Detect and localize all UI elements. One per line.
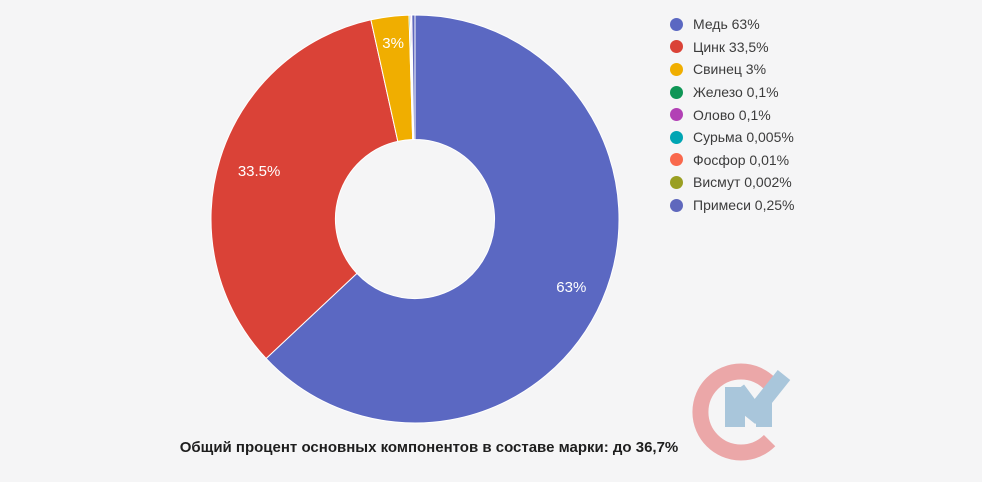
legend-label: Фосфор 0,01% xyxy=(693,151,790,168)
legend-item-bismuth[interactable]: Висмут 0,002% xyxy=(670,171,795,194)
legend-label: Железо 0,1% xyxy=(693,84,779,101)
slice-label: 3% xyxy=(382,35,404,52)
legend-label: Свинец 3% xyxy=(693,61,767,78)
legend-color-dot xyxy=(670,108,683,122)
legend-item-iron[interactable]: Железо 0,1% xyxy=(670,81,795,104)
chart-legend: Медь 63% Цинк 33,5% Свинец 3% Железо 0,1% Ол… xyxy=(670,13,795,216)
pie-slice-impurities[interactable] xyxy=(411,14,416,140)
legend-label: Примеси 0,25% xyxy=(693,197,795,214)
legend-item-tin[interactable]: Олово 0,1% xyxy=(670,103,795,126)
legend-color-dot xyxy=(670,62,683,76)
logo-letter-m-check xyxy=(725,370,791,427)
legend-color-dot xyxy=(670,85,683,99)
legend-label: Цинк 33,5% xyxy=(693,38,769,55)
legend-label: Висмут 0,002% xyxy=(693,174,792,191)
legend-color-dot xyxy=(670,40,683,54)
legend-color-dot xyxy=(670,17,683,31)
legend-label: Медь 63% xyxy=(693,16,760,33)
legend-item-antimony[interactable]: Сурьма 0,005% xyxy=(670,126,795,149)
legend-label: Сурьма 0,005% xyxy=(693,129,794,146)
legend-item-copper[interactable]: Медь 63% xyxy=(670,13,795,36)
pie-slice-zinc[interactable] xyxy=(210,19,399,360)
legend-item-phosphorus[interactable]: Фосфор 0,01% xyxy=(670,149,795,172)
chart-caption: Общий процент основных компонентов в сос… xyxy=(179,439,679,456)
slice-label: 63% xyxy=(556,279,586,296)
legend-color-dot xyxy=(670,198,683,212)
legend-item-zinc[interactable]: Цинк 33,5% xyxy=(670,36,795,59)
brand-logo xyxy=(692,363,791,461)
legend-color-dot xyxy=(670,153,683,167)
legend-item-impurities[interactable]: Примеси 0,25% xyxy=(670,194,795,217)
pie-slice-copper[interactable] xyxy=(265,14,620,424)
legend-item-lead[interactable]: Свинец 3% xyxy=(670,58,795,81)
slice-label: 33.5% xyxy=(238,163,281,180)
legend-color-dot xyxy=(670,175,683,189)
legend-label: Олово 0,1% xyxy=(693,106,771,123)
legend-color-dot xyxy=(670,130,683,144)
logo-letter-c xyxy=(692,363,776,461)
